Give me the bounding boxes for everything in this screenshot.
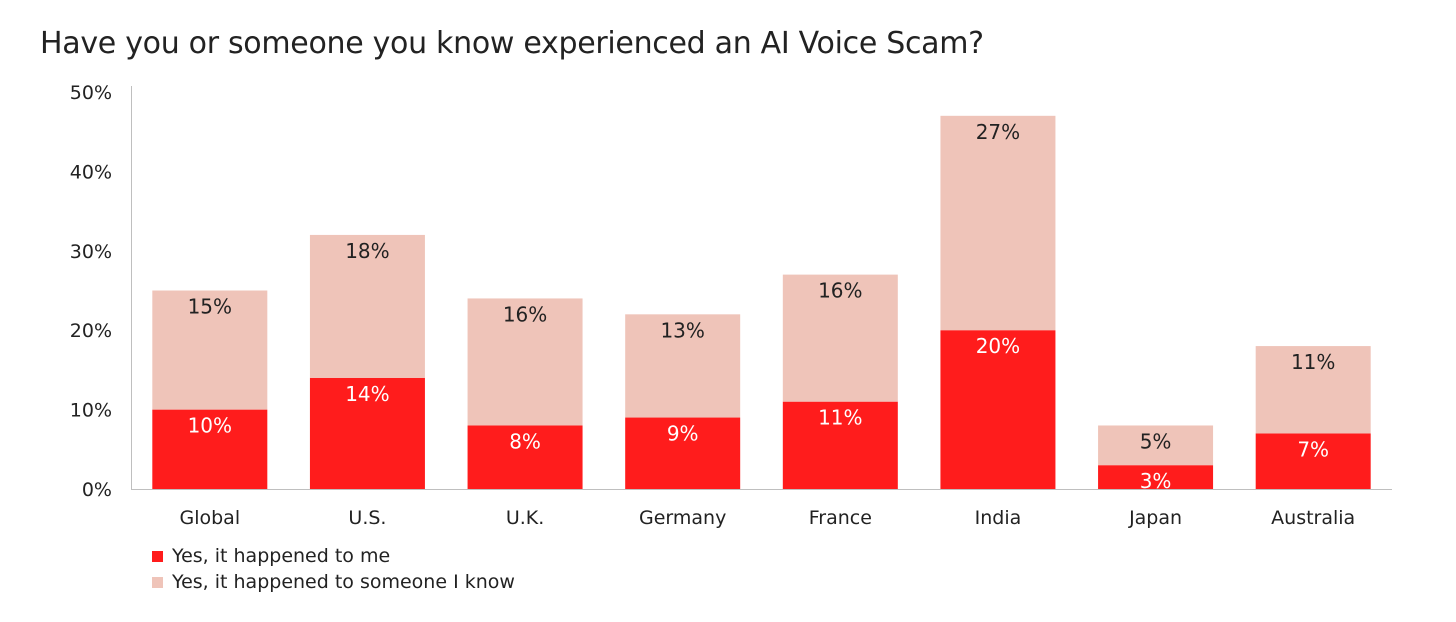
y-tick-label: 20% — [70, 320, 112, 342]
data-label: 16% — [503, 302, 547, 326]
legend-item-self: Yes, it happened to me — [152, 543, 515, 569]
y-axis: 0% 10% 20% 30% 40% 50% — [70, 82, 132, 501]
data-label: 15% — [188, 295, 232, 319]
data-label: 13% — [660, 318, 704, 342]
bar-segment-self — [467, 425, 583, 489]
bar-segment-someone-known — [1255, 346, 1371, 434]
bar-group: 3% 5% — [1098, 425, 1214, 493]
data-label: 11% — [1291, 350, 1335, 374]
y-tick-label: 40% — [70, 161, 112, 183]
bar-segment-someone-known — [940, 115, 1056, 331]
bar-segment-someone-known — [309, 234, 425, 378]
bar-group: 10% 15% — [152, 290, 268, 489]
y-tick-label: 0% — [82, 479, 112, 501]
bar-segment-self — [1098, 465, 1214, 489]
data-label: 10% — [188, 414, 232, 438]
legend-swatch-someone-known — [152, 576, 163, 588]
x-tick-label: Germany — [639, 507, 726, 529]
bar-group: 8% 16% — [467, 298, 583, 489]
bar-segment-someone-known — [467, 298, 583, 426]
data-label: 8% — [509, 429, 541, 453]
bar-segment-self — [152, 409, 268, 489]
bar-segment-self — [940, 330, 1056, 489]
data-label: 3% — [1140, 469, 1172, 493]
data-label: 7% — [1297, 437, 1329, 461]
bar-group: 7% 11% — [1255, 346, 1371, 489]
data-label: 18% — [345, 239, 389, 263]
data-label: 14% — [345, 382, 389, 406]
x-tick-label: U.S. — [348, 507, 386, 529]
chart-title: Have you or someone you know experienced… — [40, 26, 984, 61]
bar-segment-someone-known — [1098, 425, 1214, 466]
data-label: 27% — [976, 120, 1020, 144]
y-tick-label: 50% — [70, 82, 112, 104]
x-tick-label: Japan — [1128, 507, 1182, 529]
bar-segment-someone-known — [782, 274, 898, 402]
legend-swatch-self — [152, 550, 163, 562]
legend-item-someone-known: Yes, it happened to someone I know — [152, 569, 515, 595]
bar-group: 9% 13% — [625, 314, 741, 489]
data-label: 11% — [818, 406, 862, 430]
bar-segment-someone-known — [625, 314, 741, 418]
x-axis: Global U.S. U.K. Germany France India Japan Aus… — [131, 489, 1392, 529]
bar-segment-self — [1255, 433, 1371, 489]
x-tick-label: Global — [180, 507, 241, 529]
data-label: 20% — [976, 334, 1020, 358]
x-tick-label: U.K. — [506, 507, 544, 529]
legend: Yes, it happened to me Yes, it happened … — [152, 543, 515, 595]
bar-segment-someone-known — [152, 290, 268, 410]
bar-segment-self — [782, 401, 898, 489]
x-tick-label: India — [975, 507, 1022, 529]
legend-label-self: Yes, it happened to me — [172, 545, 391, 567]
legend-label-someone-known: Yes, it happened to someone I know — [172, 571, 515, 593]
bar-segment-self — [309, 377, 425, 489]
x-tick-label: Australia — [1271, 507, 1355, 529]
x-tick-label: France — [809, 507, 872, 529]
bar-group: 14% 18% — [309, 234, 425, 489]
y-tick-label: 10% — [70, 400, 112, 422]
bar-group: 20% 27% — [940, 115, 1056, 489]
data-label: 5% — [1140, 429, 1172, 453]
bars: 10% 15% 14% 18% 8% 16% 9% 13% 11% 16% 20% 27% 3% 5% 7%… — [152, 115, 1371, 493]
data-label: 16% — [818, 279, 862, 303]
y-tick-label: 30% — [70, 241, 112, 263]
bar-group: 11% 16% — [782, 274, 898, 489]
bar-segment-self — [625, 417, 741, 489]
data-label: 9% — [667, 422, 699, 446]
